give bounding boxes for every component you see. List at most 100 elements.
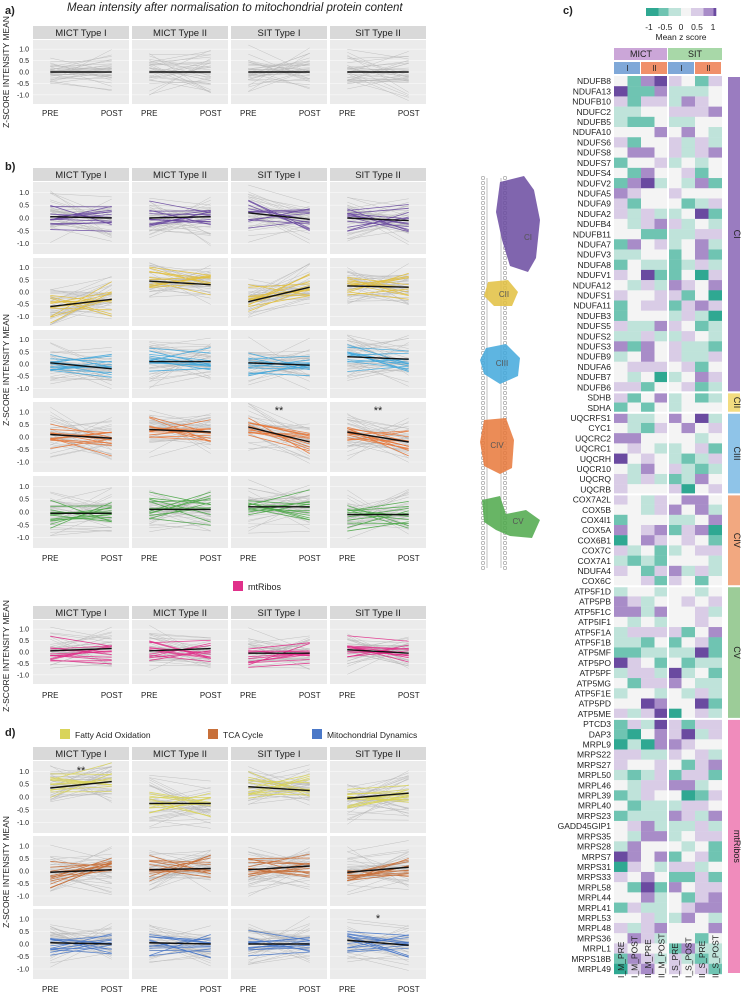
heatmap-cell bbox=[681, 708, 695, 720]
heatmap-cell bbox=[614, 616, 628, 628]
a-1-facet bbox=[132, 40, 228, 104]
protein-line-DYN bbox=[50, 938, 112, 945]
b-CI-1-facet bbox=[132, 182, 228, 254]
y-tick-label: -1.0 bbox=[17, 314, 29, 321]
heatmap-cell bbox=[641, 861, 655, 873]
heatmap-cell bbox=[681, 780, 695, 791]
heatmap-cell bbox=[708, 320, 722, 332]
protein-line-CV bbox=[50, 513, 112, 520]
protein-line-grey bbox=[347, 358, 409, 387]
heatmap-row-label: MRPL50 bbox=[578, 770, 611, 780]
protein-line-mtRibos bbox=[149, 647, 211, 655]
x-tick-pre: PRE bbox=[141, 985, 157, 994]
protein-line-CIV bbox=[149, 416, 211, 434]
protein-line-grey bbox=[248, 210, 310, 241]
lipid-head bbox=[480, 250, 486, 256]
protein-line-grey bbox=[149, 509, 211, 531]
heatmap-cell bbox=[654, 637, 668, 648]
lipid-head bbox=[502, 325, 508, 331]
heatmap-cell bbox=[708, 218, 722, 230]
lipid-head bbox=[480, 280, 486, 286]
protein-line-CIII bbox=[347, 359, 409, 363]
protein-line-FAO bbox=[149, 793, 211, 804]
heatmap-cell bbox=[681, 892, 695, 903]
heatmap-cell bbox=[614, 637, 628, 648]
lipid-head bbox=[480, 300, 486, 306]
lipid-head bbox=[480, 210, 486, 216]
heatmap-cell bbox=[668, 749, 682, 760]
heatmap-cell bbox=[668, 565, 682, 577]
protein-line-grey bbox=[149, 370, 211, 382]
heatmap-cell bbox=[614, 871, 628, 883]
heatmap-cell bbox=[668, 382, 682, 393]
significance-label: ** bbox=[77, 765, 86, 777]
heatmap-cell bbox=[668, 882, 682, 893]
heatmap-row-label: ATP5IF1 bbox=[578, 617, 611, 627]
heatmap-cell bbox=[614, 647, 628, 658]
protein-line-FAO bbox=[347, 789, 409, 796]
protein-line-grey bbox=[248, 497, 310, 500]
heatmap-cell bbox=[668, 892, 682, 903]
x-tick-post: POST bbox=[299, 109, 321, 118]
heatmap-cell bbox=[641, 565, 655, 577]
heatmap-cell bbox=[654, 320, 668, 332]
protein-line-grey bbox=[248, 193, 310, 212]
heatmap-cell bbox=[641, 412, 655, 424]
heatmap-row-label: MRPS27 bbox=[577, 760, 611, 770]
protein-line-grey bbox=[347, 68, 409, 71]
group-header-label: SIT bbox=[688, 49, 703, 59]
protein-line-grey bbox=[149, 197, 211, 206]
colorbar-cell bbox=[653, 8, 657, 16]
protein-line-grey bbox=[149, 356, 211, 380]
protein-line-grey bbox=[347, 60, 409, 70]
protein-line-grey bbox=[50, 626, 112, 640]
y-tick-label: 1.0 bbox=[19, 337, 29, 344]
lipid-head bbox=[480, 385, 486, 391]
heatmap-cell bbox=[654, 167, 668, 179]
protein-line-CIV bbox=[347, 428, 409, 438]
heatmap-cell bbox=[627, 269, 641, 281]
strip-label: MICT Type I bbox=[55, 28, 106, 39]
protein-line-grey bbox=[347, 519, 409, 522]
protein-line-grey bbox=[347, 784, 409, 825]
complex-label: CII bbox=[499, 290, 509, 299]
protein-line-CI bbox=[347, 216, 409, 228]
heatmap-cell bbox=[668, 116, 682, 128]
heatmap-cell bbox=[627, 769, 641, 781]
heatmap-cell bbox=[681, 535, 695, 546]
heatmap-cell bbox=[695, 565, 709, 577]
heatmap-cell bbox=[614, 443, 628, 454]
colorbar-cell bbox=[686, 8, 689, 16]
heatmap-cell bbox=[681, 729, 695, 740]
heatmap-row-label: COX7A2L bbox=[573, 495, 612, 505]
heatmap-cell bbox=[668, 922, 682, 934]
subgroup-header-label: II bbox=[652, 64, 656, 73]
protein-line-grey bbox=[149, 371, 211, 380]
b-CIII-0-facet bbox=[33, 330, 129, 398]
protein-line-grey bbox=[50, 765, 112, 786]
heatmap-cell bbox=[695, 514, 709, 526]
heatmap-cell bbox=[627, 494, 641, 505]
mean-line bbox=[149, 867, 211, 871]
heatmap-cell bbox=[681, 790, 695, 801]
protein-line-grey bbox=[347, 220, 409, 234]
heatmap-cell bbox=[614, 249, 628, 260]
protein-line-grey bbox=[50, 293, 112, 296]
heatmap-cell bbox=[627, 320, 641, 332]
heatmap-cell bbox=[654, 933, 668, 944]
b-CI-2-facet bbox=[231, 182, 327, 254]
protein-line-DYN bbox=[50, 948, 112, 955]
lipid-head bbox=[480, 530, 486, 536]
protein-line-TCA bbox=[50, 860, 112, 872]
protein-line-grey bbox=[347, 919, 409, 927]
heatmap-cell bbox=[708, 749, 722, 760]
heatmap-cell bbox=[641, 320, 655, 332]
heatmap-cell bbox=[614, 943, 628, 954]
d-FAO-1-facet bbox=[132, 761, 228, 833]
heatmap-cell bbox=[614, 76, 628, 87]
protein-line-grey bbox=[248, 353, 310, 360]
protein-line-grey bbox=[248, 212, 310, 229]
lipid-head bbox=[502, 480, 508, 486]
lipid-head bbox=[480, 270, 486, 276]
colorbar-cell bbox=[701, 8, 704, 16]
